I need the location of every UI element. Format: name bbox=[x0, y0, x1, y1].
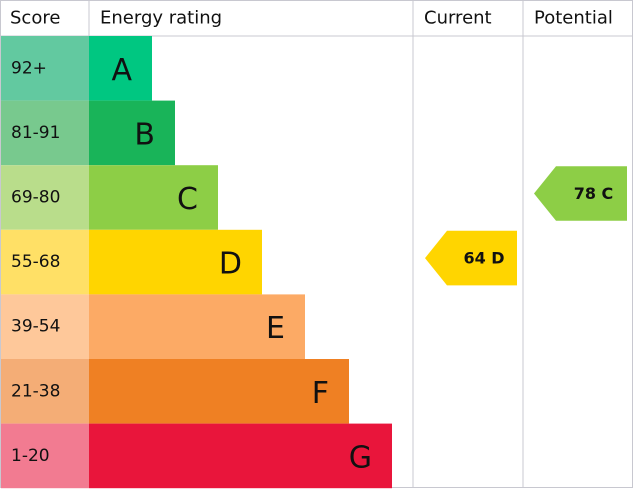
score-label: 1-20 bbox=[11, 446, 50, 466]
score-cell bbox=[1, 100, 89, 166]
rating-letter: F bbox=[312, 376, 329, 411]
score-cell bbox=[1, 359, 89, 424]
score-cell bbox=[1, 229, 89, 295]
rating-bar bbox=[89, 423, 392, 489]
score-cell bbox=[1, 423, 89, 489]
score-label: 92+ bbox=[11, 58, 47, 78]
rating-bar bbox=[89, 359, 349, 424]
header-potential: Potential bbox=[534, 8, 613, 29]
current-arrow bbox=[425, 230, 517, 286]
score-label: 55-68 bbox=[11, 252, 60, 272]
score-label: 81-91 bbox=[11, 123, 60, 143]
rating-letter: A bbox=[111, 53, 132, 88]
header-current: Current bbox=[424, 8, 492, 29]
score-cell bbox=[1, 294, 89, 359]
potential-arrow bbox=[534, 166, 627, 221]
rating-letter: G bbox=[349, 440, 372, 475]
rating-bar bbox=[89, 100, 175, 166]
score-label: 69-80 bbox=[11, 188, 60, 208]
score-cell bbox=[1, 36, 89, 101]
score-label: 21-38 bbox=[11, 381, 60, 401]
rating-bar bbox=[89, 294, 305, 359]
rating-letter: E bbox=[266, 311, 285, 346]
potential-label: 78 C bbox=[574, 184, 614, 203]
score-label: 39-54 bbox=[11, 317, 60, 337]
rating-letter: C bbox=[177, 182, 198, 217]
rating-letter: B bbox=[134, 117, 155, 152]
rating-bar bbox=[89, 36, 152, 101]
current-label: 64 D bbox=[463, 249, 504, 268]
score-cell bbox=[1, 165, 89, 230]
header-rating: Energy rating bbox=[100, 8, 222, 29]
rating-bar bbox=[89, 229, 262, 295]
rating-letter: D bbox=[219, 247, 242, 282]
rating-bar bbox=[89, 165, 218, 230]
header-score: Score bbox=[10, 8, 60, 29]
